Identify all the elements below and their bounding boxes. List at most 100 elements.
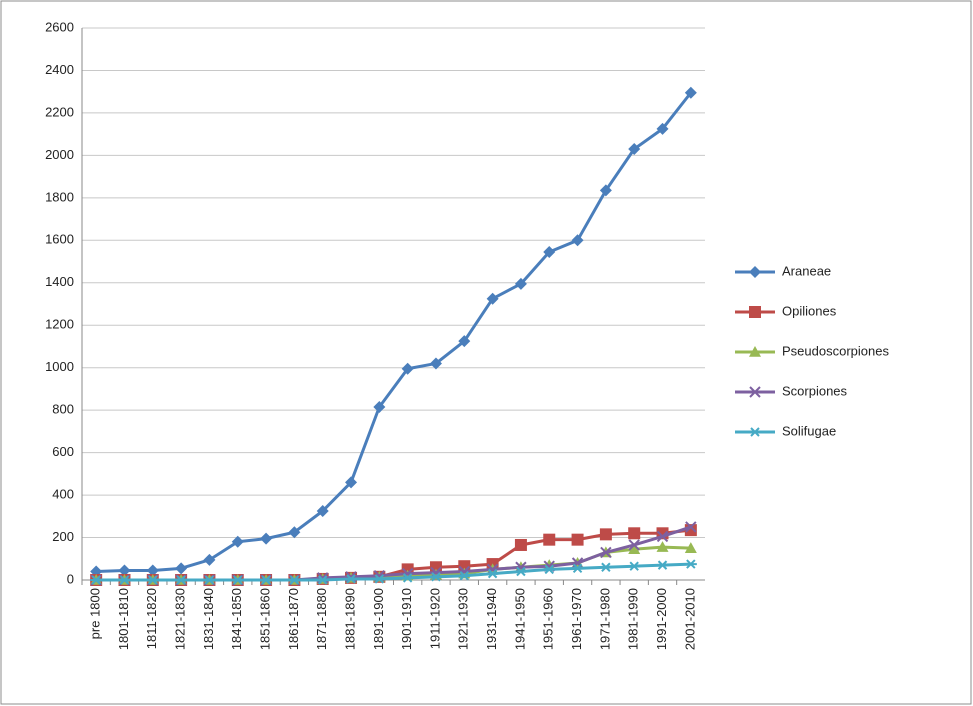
marker	[628, 143, 641, 156]
x-tick-label: 1801-1810	[116, 588, 131, 650]
marker	[458, 335, 471, 348]
y-tick-label: 2600	[45, 19, 74, 34]
x-tick-label: 1821-1830	[173, 588, 188, 650]
x-tick-label: 1971-1980	[597, 588, 612, 650]
marker	[486, 292, 499, 305]
marker	[656, 560, 669, 570]
marker	[571, 563, 584, 574]
y-tick-label: 1600	[45, 232, 74, 247]
y-tick-label: 1000	[45, 359, 74, 374]
marker	[175, 575, 188, 585]
x-tick-label: 1871-1880	[314, 588, 329, 650]
marker	[628, 561, 641, 571]
legend-label: Solifugae	[782, 423, 836, 438]
y-tick-label: 1800	[45, 189, 74, 204]
x-tick-label: 1891-1900	[371, 588, 386, 650]
marker	[514, 566, 527, 577]
marker	[203, 575, 216, 585]
marker	[288, 575, 301, 585]
marker	[486, 568, 499, 579]
y-tick-label: 200	[52, 529, 74, 544]
legend-label: Scorpiones	[782, 383, 848, 398]
marker	[231, 575, 244, 585]
marker	[749, 427, 761, 437]
marker	[175, 562, 188, 575]
legend-label: Pseudoscorpiones	[782, 343, 889, 358]
x-tick-label: 1991-2000	[654, 588, 669, 650]
marker	[203, 553, 216, 566]
marker	[684, 559, 697, 569]
marker	[543, 533, 556, 546]
x-tick-label: 1841-1850	[229, 588, 244, 650]
marker	[345, 476, 358, 489]
marker	[260, 532, 273, 545]
x-tick-label: 1811-1820	[144, 588, 159, 649]
x-tick-label: 1981-1990	[626, 588, 641, 650]
marker	[90, 575, 103, 585]
marker	[514, 277, 527, 290]
marker	[628, 539, 640, 551]
y-tick-label: 600	[52, 444, 74, 459]
marker	[260, 575, 273, 585]
x-tick-label: 1921-1930	[456, 588, 471, 650]
marker	[514, 538, 527, 551]
y-tick-label: 800	[52, 402, 74, 417]
marker	[571, 533, 584, 546]
marker	[288, 526, 301, 539]
x-tick-label: 1901-1910	[399, 588, 414, 650]
x-tick-label: 1881-1890	[342, 588, 357, 650]
marker	[118, 564, 131, 577]
marker	[684, 86, 697, 99]
marker	[749, 306, 761, 318]
marker	[373, 400, 386, 413]
y-tick-label: 2000	[45, 147, 74, 162]
legend-label: Opiliones	[782, 303, 837, 318]
legend-label: Araneae	[782, 263, 831, 278]
marker	[231, 535, 244, 548]
x-tick-label: 1831-1840	[201, 588, 216, 650]
marker	[684, 542, 697, 553]
y-tick-label: 2400	[45, 62, 74, 77]
marker	[656, 122, 669, 135]
marker	[599, 528, 612, 541]
x-tick-label: 1961-1970	[569, 588, 584, 650]
y-tick-label: 1200	[45, 317, 74, 332]
marker	[749, 386, 761, 398]
marker	[749, 346, 761, 357]
x-tick-label: 1861-1870	[286, 588, 301, 650]
marker	[429, 357, 442, 370]
y-tick-label: 0	[67, 571, 74, 586]
marker	[600, 546, 612, 559]
marker	[429, 572, 442, 582]
marker	[599, 184, 612, 197]
marker	[458, 571, 471, 581]
marker	[543, 245, 556, 258]
marker	[316, 575, 329, 585]
marker	[401, 362, 414, 375]
marker	[599, 562, 612, 572]
marker	[685, 521, 697, 533]
x-tick-label: 1951-1960	[541, 588, 556, 650]
marker	[656, 541, 669, 552]
series-line	[96, 91, 693, 574]
y-tick-label: 1400	[45, 274, 74, 289]
x-tick-label: pre 1800	[88, 588, 103, 639]
marker	[749, 266, 761, 278]
marker	[118, 575, 131, 585]
x-tick-label: 1931-1940	[484, 588, 499, 650]
x-tick-label: 1941-1950	[512, 588, 527, 650]
marker	[401, 573, 414, 583]
y-tick-label: 400	[52, 487, 74, 502]
marker	[628, 527, 641, 540]
marker	[628, 543, 641, 555]
x-tick-label: 2001-2010	[682, 588, 697, 650]
x-tick-label: 1851-1860	[258, 588, 273, 650]
marker	[146, 575, 159, 585]
marker	[656, 530, 669, 543]
x-tick-label: 1911-1920	[427, 588, 442, 649]
y-tick-label: 2200	[45, 104, 74, 119]
marker	[316, 505, 329, 517]
marker	[345, 574, 358, 584]
